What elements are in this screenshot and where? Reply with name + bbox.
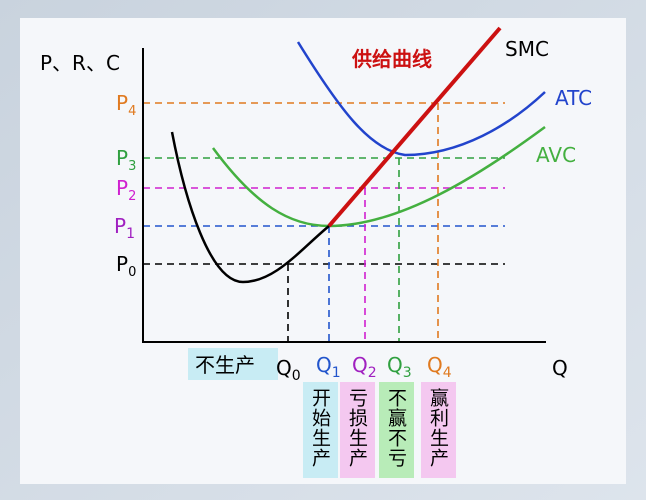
- guides: [143, 102, 505, 342]
- smc-curve: [170, 131, 330, 284]
- region-label: 亏损生产: [346, 388, 368, 468]
- region-box: [303, 382, 338, 478]
- price-label: P3: [116, 146, 136, 174]
- curve-label: AVC: [536, 143, 576, 167]
- price-label: P0: [116, 252, 136, 280]
- region-box: [188, 348, 278, 380]
- supply-curve: [327, 26, 502, 228]
- quantity-label: Q1: [316, 353, 341, 381]
- region-label: 不赢不亏: [385, 388, 407, 468]
- curve-label: SMC: [505, 37, 549, 61]
- supply-label: 供给曲线: [351, 47, 432, 71]
- quantity-label: Q3: [387, 353, 412, 381]
- region-label: 开始生产: [309, 388, 331, 468]
- region-label: 赢利生产: [427, 388, 449, 468]
- curve-label: ATC: [555, 86, 592, 110]
- quantity-label: Q2: [352, 353, 377, 381]
- region-box: [340, 382, 375, 478]
- region-label: 不生产: [195, 353, 255, 377]
- atc-curve: [296, 41, 546, 157]
- quantity-label: Q4: [427, 353, 452, 381]
- x-axis-label: Q: [552, 356, 568, 380]
- y-axis-label: P、R、C: [40, 51, 120, 75]
- region-box: [421, 382, 456, 478]
- price-label: P4: [116, 91, 136, 119]
- price-label: P1: [114, 214, 135, 242]
- avc-curve: [211, 125, 546, 228]
- price-label: P2: [116, 176, 136, 204]
- quantity-label: Q0: [276, 356, 301, 384]
- region-box: [379, 382, 414, 478]
